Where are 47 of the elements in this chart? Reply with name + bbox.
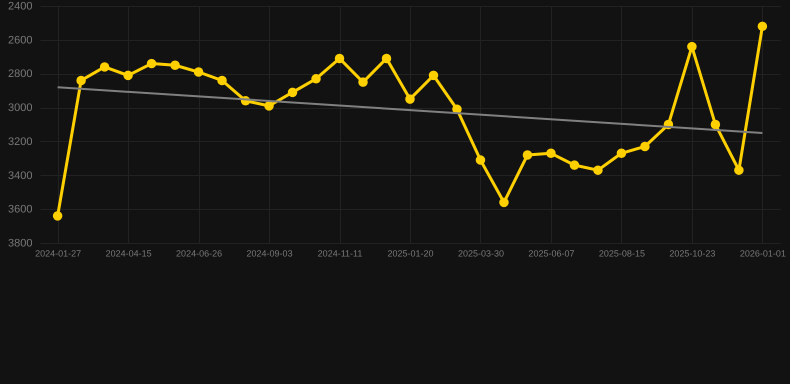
point <box>640 142 650 152</box>
point <box>100 62 110 72</box>
point <box>358 77 368 87</box>
x-tick-label: 2025-01-20 <box>387 248 434 258</box>
point <box>428 70 438 80</box>
x-tick-label: 2024-06-26 <box>176 248 222 258</box>
y-tick-label: 3800 <box>8 238 32 250</box>
y-tick-label: 3600 <box>8 204 32 216</box>
point <box>546 148 556 158</box>
point <box>616 148 626 158</box>
point <box>499 198 509 208</box>
point <box>288 88 298 98</box>
point <box>52 211 62 221</box>
point <box>264 101 274 111</box>
x-tick-label: 2025-03-30 <box>458 248 504 258</box>
point <box>146 58 156 68</box>
y-tick-label: 2800 <box>8 68 32 80</box>
x-tick-label: 2024-04-15 <box>106 248 152 258</box>
y-tick-label: 3400 <box>8 170 32 182</box>
point <box>570 160 580 170</box>
point <box>734 165 744 175</box>
point <box>522 150 532 160</box>
point <box>758 22 768 32</box>
point <box>123 70 133 80</box>
y-tick-label: 3200 <box>8 136 32 148</box>
point <box>76 76 86 86</box>
x-tick-label: 2025-10-23 <box>669 248 716 258</box>
point <box>382 54 392 64</box>
point <box>476 155 486 165</box>
point <box>710 120 720 130</box>
point <box>593 165 603 175</box>
point <box>687 42 697 52</box>
point <box>194 67 204 77</box>
x-tick-label: 2025-06-07 <box>528 248 574 258</box>
x-tick-label: 2024-09-03 <box>246 248 293 258</box>
point <box>311 74 321 84</box>
y-tick-label: 3000 <box>8 102 32 114</box>
x-tick-label: 2024-11-11 <box>318 248 362 258</box>
point <box>334 54 344 64</box>
point <box>405 94 415 104</box>
point <box>217 76 227 86</box>
x-tick-label: 2024-01-27 <box>35 248 82 258</box>
point <box>170 60 180 70</box>
y-tick-label: 2600 <box>8 34 32 46</box>
x-tick-label: 2026-01-01 <box>740 248 786 258</box>
x-tick-label: 2025-08-15 <box>598 248 645 258</box>
y-tick-label: 2400 <box>8 0 32 12</box>
